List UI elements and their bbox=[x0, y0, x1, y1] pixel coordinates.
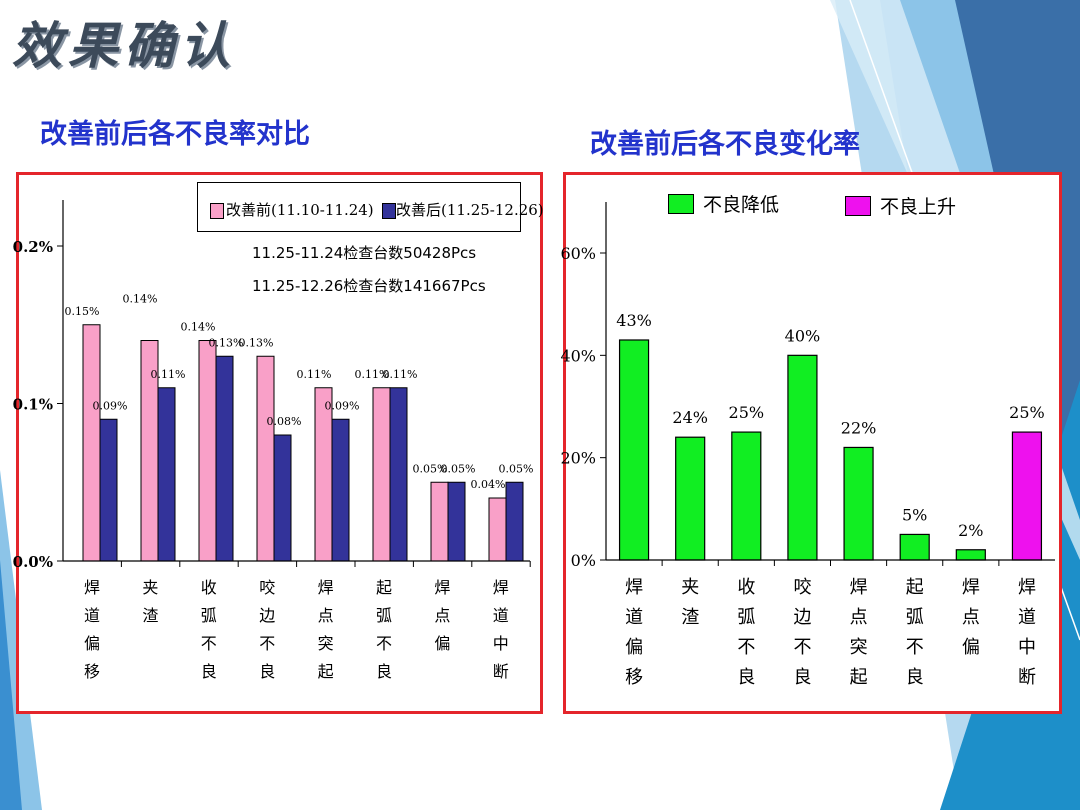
left-category-label-1: 夹渣 bbox=[142, 578, 158, 625]
change-label-4: 22% bbox=[841, 418, 877, 437]
legend-label-increase: 不良上升 bbox=[880, 196, 957, 218]
change-label-6: 2% bbox=[958, 521, 983, 540]
data-label-after-7: 0.05% bbox=[499, 462, 534, 475]
data-label-before-7: 0.04% bbox=[471, 478, 506, 491]
data-label-before-2: 0.14% bbox=[181, 321, 216, 334]
left-y-tick-1: 0.1% bbox=[13, 396, 53, 414]
left-y-tick-0: 0.0% bbox=[13, 553, 53, 571]
change-bar-0 bbox=[618, 339, 650, 561]
data-label-after-3: 0.08% bbox=[267, 415, 302, 428]
legend-swatch-decrease bbox=[668, 194, 694, 214]
legend-label-after: 改善后(11.25-12.26) bbox=[396, 201, 544, 219]
right-y-tick-0: 0% bbox=[571, 551, 596, 570]
data-label-before-3: 0.13% bbox=[239, 336, 274, 349]
change-bar-1 bbox=[675, 436, 706, 561]
legend-swatch-after bbox=[382, 203, 396, 219]
change-label-1: 24% bbox=[672, 408, 708, 427]
data-label-before-0: 0.15% bbox=[65, 305, 100, 318]
inspection-count-after: 11.25-12.26检查台数141667Pcs bbox=[252, 277, 486, 295]
change-label-2: 25% bbox=[729, 403, 765, 422]
right-y-tick-1: 20% bbox=[560, 449, 596, 468]
data-label-before-6: 0.05% bbox=[413, 462, 448, 475]
change-bar-6 bbox=[955, 549, 986, 561]
data-label-before-1: 0.14% bbox=[123, 293, 158, 306]
right-category-label-3: 咬边不良 bbox=[793, 577, 811, 688]
change-label-5: 5% bbox=[902, 505, 927, 524]
right-y-tick-2: 40% bbox=[560, 346, 596, 365]
change-bar-2 bbox=[731, 431, 762, 561]
left-category-label-7: 焊道中断 bbox=[493, 578, 509, 681]
change-bar-3 bbox=[787, 354, 818, 561]
legend-label-decrease: 不良降低 bbox=[703, 194, 780, 216]
right-category-label-1: 夹渣 bbox=[681, 577, 699, 628]
left-category-label-4: 焊点突起 bbox=[318, 578, 334, 681]
data-label-after-1: 0.11% bbox=[151, 368, 186, 381]
legend-label-before: 改善前(11.10-11.24) bbox=[226, 201, 374, 219]
right-category-label-6: 焊点偏 bbox=[962, 577, 980, 658]
legend-swatch-before bbox=[210, 203, 224, 219]
change-bar-7 bbox=[1011, 431, 1043, 561]
change-label-7: 25% bbox=[1009, 403, 1045, 422]
data-label-before-4: 0.11% bbox=[297, 368, 332, 381]
left-category-label-0: 焊道偏移 bbox=[84, 578, 100, 681]
change-label-0: 43% bbox=[616, 311, 652, 330]
data-label-after-6: 0.05% bbox=[441, 462, 476, 475]
left-chart-title: 改善前后各不良率对比 bbox=[40, 119, 310, 150]
right-category-label-7: 焊道中断 bbox=[1018, 577, 1036, 688]
change-label-3: 40% bbox=[785, 326, 821, 345]
inspection-count-before: 11.25-11.24检查台数50428Pcs bbox=[252, 244, 477, 262]
left-category-label-2: 收弧不良 bbox=[201, 578, 217, 681]
right-category-label-4: 焊点突起 bbox=[850, 577, 868, 688]
data-label-after-5: 0.11% bbox=[383, 368, 418, 381]
legend-swatch-increase bbox=[845, 196, 871, 216]
slide-heading: 效果确认 bbox=[12, 16, 236, 75]
data-label-before-5: 0.11% bbox=[355, 368, 390, 381]
change-bar-5 bbox=[899, 533, 930, 561]
left-category-label-5: 起弧不良 bbox=[376, 578, 392, 681]
data-label-after-2: 0.13% bbox=[209, 336, 244, 349]
right-chart-title: 改善前后各不良变化率 bbox=[590, 129, 860, 160]
right-category-label-5: 起弧不良 bbox=[906, 577, 924, 688]
right-category-label-0: 焊道偏移 bbox=[625, 577, 643, 688]
data-label-after-0: 0.09% bbox=[93, 399, 128, 412]
right-category-label-2: 收弧不良 bbox=[737, 577, 755, 688]
data-label-after-4: 0.09% bbox=[325, 399, 360, 412]
left-category-label-6: 焊点偏 bbox=[434, 578, 450, 653]
left-legend: 改善前(11.10-11.24) 改善后(11.25-12.26) bbox=[197, 182, 544, 232]
change-bar-4 bbox=[843, 446, 874, 561]
left-category-label-3: 咬边不良 bbox=[259, 578, 275, 681]
left-y-tick-2: 0.2% bbox=[13, 238, 53, 256]
right-y-tick-3: 60% bbox=[560, 244, 596, 263]
